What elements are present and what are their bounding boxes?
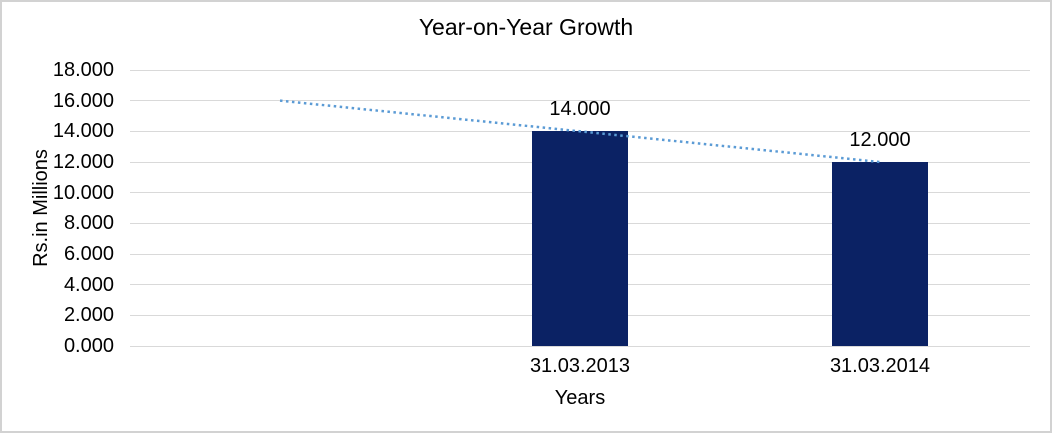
y-tick-label: 18.000 xyxy=(52,59,114,81)
y-tick-label: 2.000 xyxy=(63,304,114,327)
y-tick-label: 6.000 xyxy=(63,243,114,265)
bar-value-label: 14.000 xyxy=(549,98,611,121)
y-tick-label: 8.000 xyxy=(63,212,114,235)
y-tick-label: 12.000 xyxy=(52,151,114,173)
y-tick-label: 4.000 xyxy=(63,273,114,296)
y-tick-label: 14.000 xyxy=(52,120,114,143)
bar xyxy=(532,131,628,346)
y-tick-label: 0.000 xyxy=(63,335,114,357)
bar xyxy=(832,162,928,346)
x-tick-label: 31.03.2013 xyxy=(529,355,631,377)
y-tick-label: 10.000 xyxy=(52,181,114,204)
gridline xyxy=(130,69,1030,71)
x-axis-title: Years xyxy=(554,387,606,409)
chart-title: Year-on-Year Growth xyxy=(418,14,634,40)
y-tick-label: 16.000 xyxy=(52,89,114,112)
x-tick-label: 31.03.2014 xyxy=(829,355,931,377)
gridline xyxy=(130,345,1030,347)
bar-value-label: 12.000 xyxy=(849,129,911,151)
